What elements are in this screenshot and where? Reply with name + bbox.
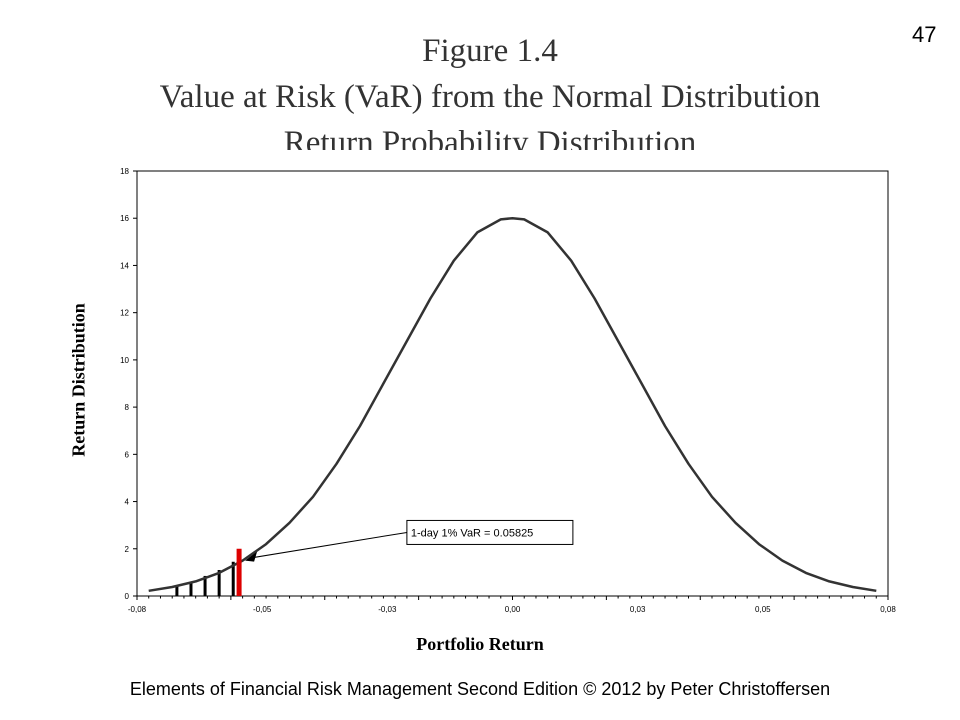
y-tick-label: 0 xyxy=(125,592,130,601)
x-tick-label: 0,03 xyxy=(630,605,646,614)
title-line-2: Value at Risk (VaR) from the Normal Dist… xyxy=(159,79,821,115)
annotation-text: 1-day 1% VaR = 0.05825 xyxy=(411,527,533,539)
page-number: 47 xyxy=(912,22,937,47)
x-tick-label: 0,05 xyxy=(755,605,771,614)
y-tick-label: 4 xyxy=(125,498,130,507)
x-tick-label: -0,03 xyxy=(378,605,397,614)
y-tick-label: 10 xyxy=(120,356,129,365)
x-tick-label: -0,05 xyxy=(253,605,272,614)
y-tick-label: 16 xyxy=(120,214,129,223)
y-tick-label: 6 xyxy=(125,450,130,459)
x-axis-label: Portfolio Return xyxy=(416,634,544,654)
annotation-arrowhead xyxy=(245,551,258,562)
annotation-box xyxy=(406,519,574,545)
x-tick-label: -0,08 xyxy=(128,605,147,614)
y-tick-label: 12 xyxy=(120,309,129,318)
annotation-arrow-line xyxy=(253,531,407,559)
title-line-3: Return Probability Distribution xyxy=(283,125,697,150)
y-tick-label: 8 xyxy=(125,403,130,412)
distribution-curve xyxy=(148,216,877,593)
x-tick-label: 0,00 xyxy=(505,605,521,614)
chart-title: Figure 1.4 Value at Risk (VaR) from the … xyxy=(60,28,920,150)
y-tick-label: 2 xyxy=(125,545,130,554)
x-tick-label: 0,08 xyxy=(880,605,896,614)
footer-citation: Elements of Financial Risk Management Se… xyxy=(129,679,831,699)
y-axis-label: Return Distribution xyxy=(68,303,89,457)
title-line-1: Figure 1.4 xyxy=(422,33,558,69)
y-tick-label: 14 xyxy=(120,261,129,270)
y-tick-label: 18 xyxy=(120,167,129,176)
